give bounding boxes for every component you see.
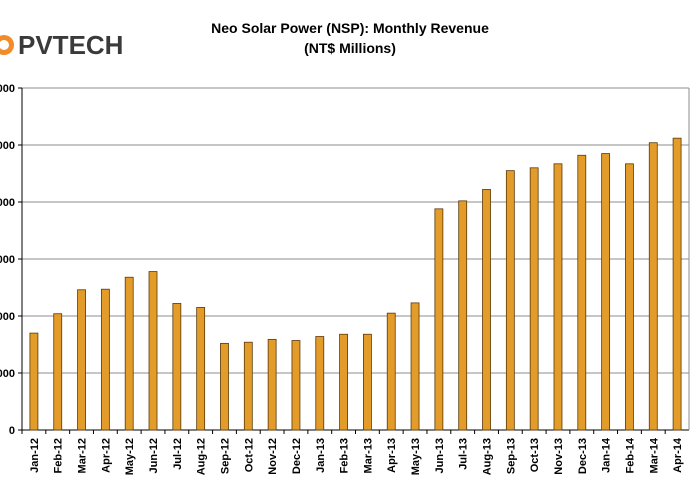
y-tick-label: 0 [9,425,15,437]
x-tick-label: Nov-13 [553,438,565,475]
bar [458,200,468,431]
bar [29,332,39,431]
bar [196,307,206,431]
bar [315,336,325,431]
bar [363,333,372,431]
logo-text: PVTECH [18,30,124,60]
y-tick-label: 6,000 [0,83,15,95]
bar [172,303,182,431]
chart-subtitle: (NT$ Millions) [304,40,396,56]
bar [625,163,634,431]
x-tick-label: Apr-13 [386,438,398,473]
x-tick-label: Mar-12 [77,438,89,473]
y-tick-label: 2,000 [0,311,15,323]
y-tick-label: 5,000 [0,140,15,152]
x-tick-label: Jan-14 [601,437,613,473]
sun-logo-icon [0,34,18,56]
pvtech-logo: PVTECH [0,30,123,60]
x-tick-label: Jun-12 [148,438,160,473]
x-tick-label: Mar-13 [362,438,374,473]
chart-title: Neo Solar Power (NSP): Monthly Revenue [211,20,489,36]
x-tick-label: Mar-14 [648,437,660,473]
x-tick-label: Oct-12 [243,438,255,472]
x-tick-label: Dec-13 [577,438,589,474]
bar [148,271,158,431]
x-tick-label: Jul-12 [172,438,184,470]
x-tick-label: Jan-13 [315,438,327,473]
bar [100,288,110,431]
x-tick-label: May-12 [124,438,136,475]
y-tick-label: 1,000 [0,368,15,380]
bar [577,154,587,431]
x-tick-label: Feb-14 [624,437,636,473]
y-tick-label: 3,000 [0,254,15,266]
bar [124,276,134,431]
bar [53,313,63,431]
x-tick-label: Nov-12 [267,438,279,475]
x-tick-label: Jan-12 [29,438,41,473]
x-tick-label: Apr-14 [672,437,684,473]
x-tick-label: May-13 [410,438,422,475]
bar [553,163,563,431]
bar [339,333,348,431]
bar [243,341,253,431]
x-tick-label: Oct-13 [529,438,541,472]
bar [648,142,658,431]
x-tick-label: Aug-13 [482,438,494,475]
x-tick-label: Jun-13 [434,438,446,473]
x-tick-label: Feb-13 [339,438,351,473]
x-tick-label: Apr-12 [100,438,112,473]
x-tick-label: Aug-12 [196,438,208,475]
x-tick-label: Dec-12 [291,438,303,474]
bar [601,153,611,431]
x-tick-label: Sep-12 [219,438,231,474]
bar [529,167,539,431]
x-tick-label: Sep-13 [505,438,517,474]
bar [482,189,491,431]
x-tick-label: Jul-13 [458,438,470,470]
bar [410,302,420,431]
bar [386,312,396,431]
bar [505,170,515,431]
bar [220,342,229,431]
y-tick-label: 4,000 [0,197,15,209]
bar [291,340,301,431]
bar [434,208,444,431]
bar [267,338,277,431]
bar [672,137,682,431]
x-tick-label: Feb-12 [53,438,65,473]
bar [77,289,86,431]
